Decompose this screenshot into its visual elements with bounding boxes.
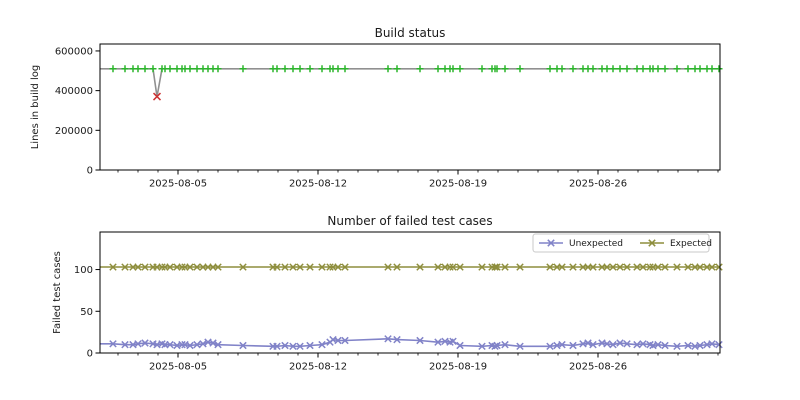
- y-tick-label: 400000: [55, 86, 93, 97]
- plot-title: Build status: [375, 26, 446, 40]
- y-tick-label: 0: [87, 166, 93, 177]
- number-of-failed-test-cases-plot: 2025-08-05 2025-08-12 2025-08-19 2025-08-26…: [52, 214, 723, 373]
- failed-build-markers: [152, 92, 162, 101]
- build-log-lines-markers: [109, 65, 723, 73]
- x-tick-label: 2025-08-12: [289, 179, 347, 190]
- x-tick-label: 2025-08-26: [569, 362, 627, 373]
- legend-label: Unexpected: [569, 239, 623, 249]
- build-log-lines-line: [100, 68, 720, 98]
- unexpected-markers: [109, 335, 723, 351]
- y-tick-label: 100: [74, 265, 93, 276]
- x-tick-label: 2025-08-05: [149, 362, 207, 373]
- y-tick-label: 50: [80, 307, 93, 318]
- plot-border: [99, 43, 721, 171]
- build-status-plot: 2025-08-05 2025-08-12 2025-08-19 2025-08-26…: [30, 26, 723, 190]
- legend-label: Expected: [670, 239, 712, 249]
- expected-markers: [109, 263, 723, 271]
- x-tick-label: 2025-08-26: [569, 179, 627, 190]
- x-tick-label: 2025-08-19: [429, 362, 487, 373]
- plot-title: Number of failed test cases: [327, 214, 492, 228]
- legend-sample-marker: [648, 239, 656, 247]
- y-tick-label: 600000: [55, 46, 93, 57]
- y-tick-label: 200000: [55, 126, 93, 137]
- legend: Unexpected Expected: [532, 233, 712, 253]
- plot-border: [99, 231, 721, 354]
- x-tick-label: 2025-08-05: [149, 179, 207, 190]
- x-tick-label: 2025-08-19: [429, 179, 487, 190]
- y-axis-label: Failed test cases: [52, 251, 63, 334]
- legend-sample-marker: [547, 239, 555, 247]
- y-axis-label: Lines in build log: [30, 65, 41, 150]
- x-tick-label: 2025-08-12: [289, 362, 347, 373]
- y-tick-label: 0: [87, 349, 93, 360]
- legend-box: [532, 233, 710, 253]
